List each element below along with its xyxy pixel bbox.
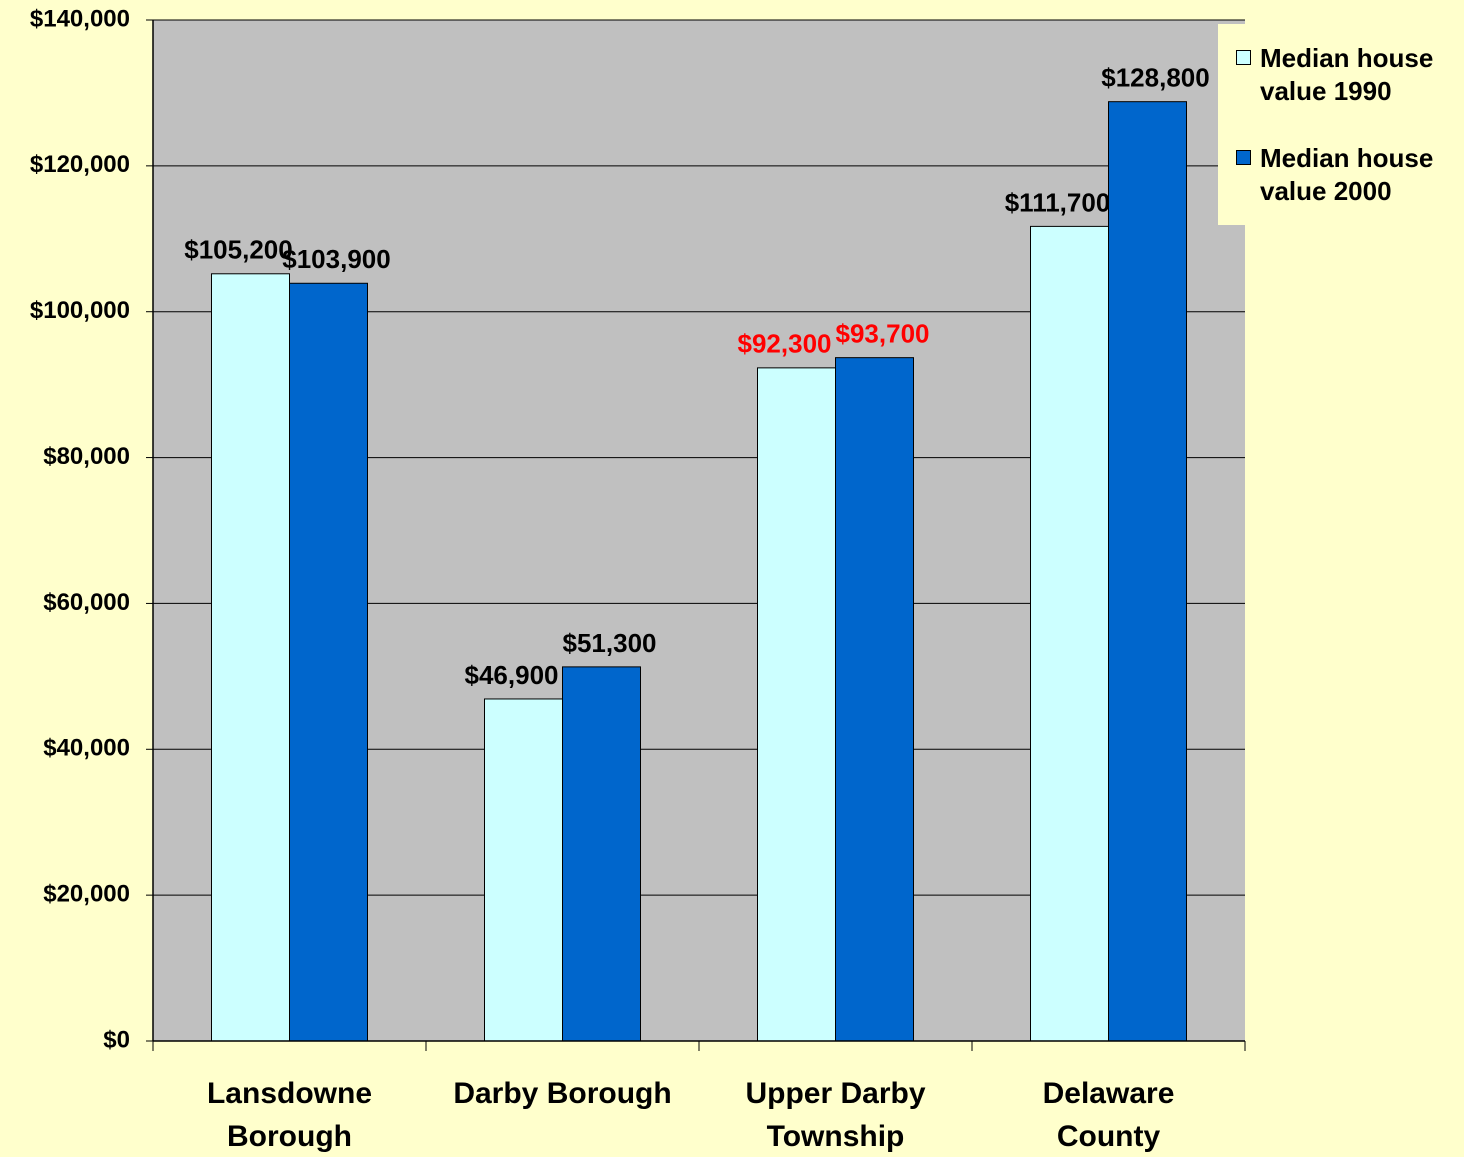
- legend-swatch: [1236, 150, 1251, 165]
- y-tick-label: $100,000: [30, 297, 130, 324]
- y-tick-label: $0: [103, 1026, 130, 1053]
- value-label: $103,900: [282, 244, 390, 274]
- x-tick-label: Upper Darby Township: [745, 1077, 926, 1153]
- bar: [211, 273, 290, 1042]
- value-label: $51,300: [563, 628, 657, 658]
- value-label: $111,700: [1005, 187, 1111, 217]
- x-tick-label: Lansdowne Borough: [206, 1077, 372, 1153]
- bar: [484, 698, 563, 1042]
- bar: [835, 357, 914, 1042]
- bar: [562, 666, 641, 1042]
- x-tick-label: Darby Borough: [453, 1077, 672, 1110]
- y-tick-label: $120,000: [30, 151, 130, 178]
- value-label: $93,700: [836, 319, 930, 349]
- value-label: $105,200: [184, 235, 292, 265]
- legend-label: Median house value 1990: [1260, 43, 1434, 106]
- x-tick-label: Delaware County: [1042, 1077, 1175, 1153]
- y-tick-label: $40,000: [43, 735, 130, 762]
- y-tick-label: $80,000: [43, 443, 130, 470]
- bar: [1108, 101, 1187, 1042]
- bar: [1030, 225, 1109, 1042]
- bar: [757, 367, 836, 1042]
- y-tick-label: $20,000: [43, 880, 130, 907]
- value-label: $128,800: [1101, 63, 1209, 93]
- legend-swatch: [1236, 50, 1251, 65]
- y-tick-label: $60,000: [43, 589, 130, 616]
- legend: Median house value 1990 Median house valu…: [1218, 24, 1464, 225]
- value-label: $46,900: [465, 660, 559, 690]
- value-label: $92,300: [738, 329, 832, 359]
- y-tick-label: $140,000: [30, 5, 130, 32]
- bar: [289, 282, 368, 1042]
- legend-label: Median house value 2000: [1260, 143, 1434, 206]
